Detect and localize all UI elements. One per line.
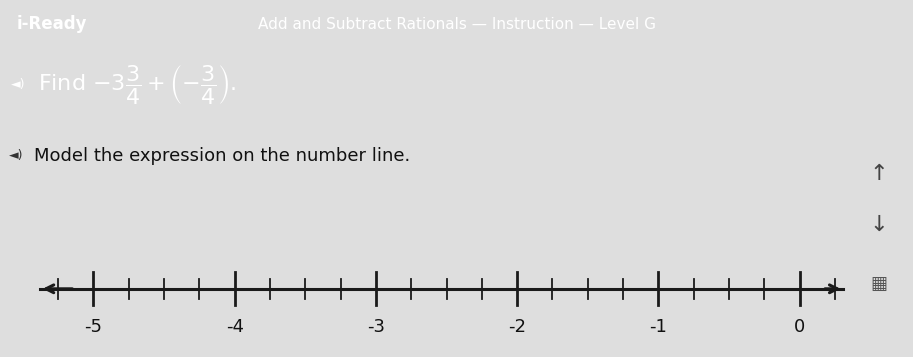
Text: ↓: ↓ — [869, 215, 888, 235]
Text: 0: 0 — [794, 318, 805, 336]
Text: -3: -3 — [367, 318, 385, 336]
Text: -2: -2 — [509, 318, 526, 336]
Text: ↑: ↑ — [869, 164, 888, 183]
Text: -5: -5 — [84, 318, 102, 336]
Text: i-Ready: i-Ready — [16, 15, 87, 33]
Text: Find $-3\dfrac{3}{4}+\left(-\dfrac{3}{4}\right).$: Find $-3\dfrac{3}{4}+\left(-\dfrac{3}{4}… — [38, 63, 236, 106]
Text: ▦: ▦ — [870, 275, 887, 293]
Text: ◄): ◄) — [8, 149, 23, 162]
Text: -1: -1 — [649, 318, 667, 336]
Text: -4: -4 — [226, 318, 244, 336]
Text: Add and Subtract Rationals — Instruction — Level G: Add and Subtract Rationals — Instruction… — [257, 16, 656, 32]
Text: ◄): ◄) — [11, 78, 26, 91]
Text: Model the expression on the number line.: Model the expression on the number line. — [34, 146, 410, 165]
